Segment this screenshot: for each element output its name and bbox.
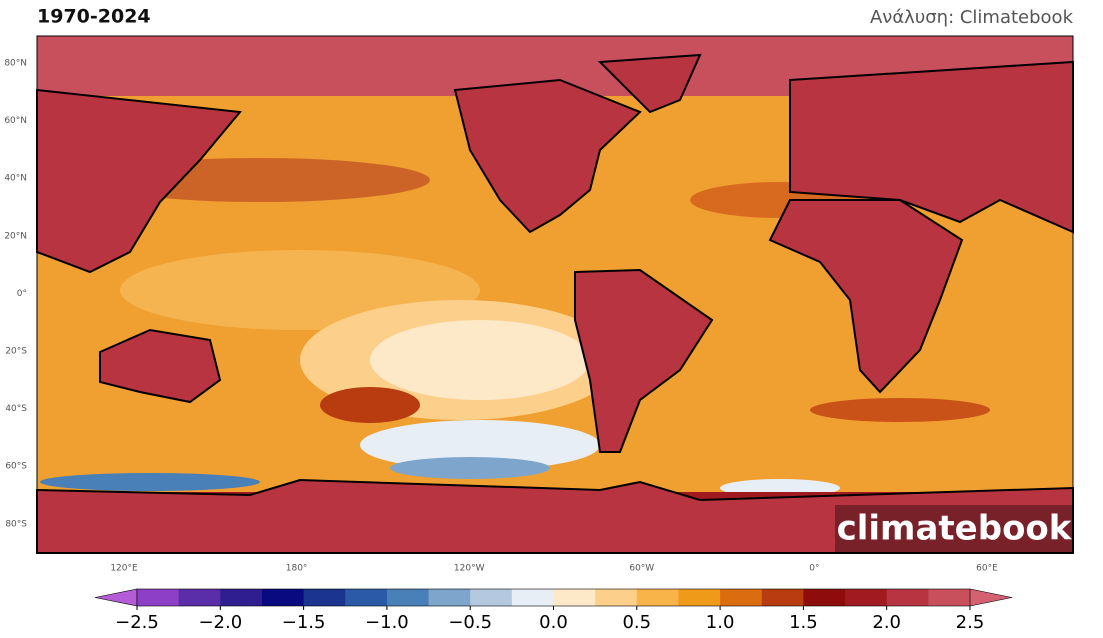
lat-label: 40°N bbox=[4, 174, 27, 184]
lat-label: 60°N bbox=[4, 116, 27, 126]
colorbar-swatch bbox=[803, 589, 846, 606]
field-patch bbox=[360, 420, 600, 470]
australia bbox=[99, 328, 222, 404]
lon-label: 0° bbox=[809, 564, 819, 574]
credit: Ανάλυση: Climatebook bbox=[870, 7, 1074, 28]
colorbar-swatch bbox=[386, 589, 430, 606]
field-patch bbox=[320, 387, 420, 423]
greenland bbox=[597, 53, 702, 114]
watermark-box bbox=[835, 505, 1073, 553]
colorbar-tick-label: 1.0 bbox=[706, 612, 735, 633]
title: 1970-2024 bbox=[37, 6, 151, 28]
colorbar-tick-label: 2.0 bbox=[872, 612, 901, 633]
map-frame bbox=[36, 35, 1074, 554]
colorbar-swatch bbox=[595, 589, 638, 606]
colorbar-under bbox=[94, 588, 138, 607]
colorbar-tick-label: −0.5 bbox=[448, 612, 492, 633]
colorbar-swatch bbox=[511, 589, 554, 606]
colorbar-tick-label: 1.5 bbox=[789, 612, 818, 633]
lat-label: 20°S bbox=[5, 347, 27, 357]
lon-label: 180° bbox=[286, 564, 308, 574]
colorbar: −2.5 −2.0 −1.5 −1.0 −0.5 0.0 0.5 1.0 1.5 2.0 2.5 bbox=[94, 588, 1013, 633]
colorbar-swatch bbox=[928, 589, 971, 606]
colorbar-swatch bbox=[553, 589, 596, 606]
colorbar-swatch bbox=[636, 589, 679, 606]
colorbar-tick-label: −1.5 bbox=[282, 612, 326, 633]
lon-label: 120°W bbox=[454, 564, 485, 574]
south-america bbox=[574, 268, 714, 453]
colorbar-swatch bbox=[761, 589, 804, 606]
north-america bbox=[453, 78, 642, 234]
colorbar-over bbox=[969, 588, 1013, 607]
colorbar-swatch bbox=[220, 589, 263, 606]
colorbar-tick-label: 2.5 bbox=[956, 612, 985, 633]
colorbar-swatch bbox=[303, 589, 346, 606]
colorbar-tick-label: −2.0 bbox=[198, 612, 242, 633]
colorbar-swatch bbox=[720, 589, 763, 606]
field-patch bbox=[370, 320, 590, 400]
lon-label: 60°E bbox=[976, 564, 998, 574]
map: climatebook bbox=[36, 35, 1074, 554]
lat-label: 20°N bbox=[4, 231, 27, 241]
lon-labels: 120°E 180° 120°W 60°W 0° 60°E bbox=[110, 564, 998, 574]
lat-label: 80°S bbox=[5, 519, 27, 529]
colorbar-tick-label: −2.5 bbox=[115, 612, 159, 633]
asia bbox=[36, 88, 242, 274]
colorbar-tick-label: 0.0 bbox=[539, 612, 568, 633]
lat-label: 40°S bbox=[5, 404, 27, 414]
field-patch bbox=[40, 473, 260, 491]
colorbar-swatch bbox=[178, 589, 221, 606]
lat-labels: 80°N 60°N 40°N 20°N 0° 20°S 40°S 60°S 80°S bbox=[4, 59, 27, 530]
colorbar-swatch bbox=[261, 589, 305, 606]
land bbox=[36, 53, 1074, 554]
colorbar-tick-label: −1.0 bbox=[365, 612, 409, 633]
colorbar-swatch bbox=[678, 589, 721, 606]
colorbar-swatch bbox=[428, 589, 471, 606]
colorbar-swatch bbox=[137, 589, 180, 606]
colorbar-swatch bbox=[470, 589, 513, 606]
watermark: climatebook bbox=[837, 509, 1073, 549]
field-patch bbox=[810, 398, 990, 422]
africa bbox=[768, 199, 964, 394]
lat-label: 60°S bbox=[5, 462, 27, 472]
lat-label: 0° bbox=[17, 289, 27, 299]
lon-label: 120°E bbox=[110, 564, 138, 574]
lat-label: 80°N bbox=[4, 59, 27, 69]
colorbar-swatch bbox=[345, 589, 388, 606]
field-patch bbox=[390, 457, 550, 479]
colorbar-tick-label: 0.5 bbox=[622, 612, 651, 633]
lon-label: 60°W bbox=[629, 564, 654, 574]
colorbar-swatch bbox=[886, 589, 929, 606]
colorbar-swatch bbox=[845, 589, 888, 606]
